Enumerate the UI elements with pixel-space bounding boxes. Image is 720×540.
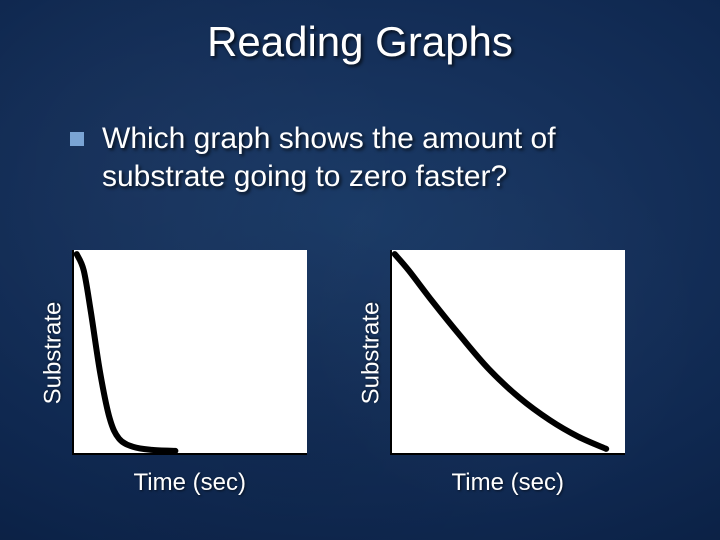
left-chart-ylabel: Substrate bbox=[39, 301, 67, 404]
left-chart-xlabel: Time (sec) bbox=[134, 469, 246, 497]
chart-plot-bg bbox=[390, 250, 625, 455]
chart-plot-bg bbox=[72, 250, 307, 455]
bullet-row: Which graph shows the amount of substrat… bbox=[70, 120, 670, 195]
bullet-square-icon bbox=[70, 132, 84, 146]
right-chart-xlabel: Time (sec) bbox=[452, 469, 564, 497]
slide-title: Reading Graphs bbox=[0, 18, 720, 66]
slide-background: Reading Graphs Which graph shows the amo… bbox=[0, 0, 720, 540]
left-chart bbox=[72, 250, 307, 455]
right-chart bbox=[390, 250, 625, 455]
right-chart-ylabel: Substrate bbox=[357, 301, 385, 404]
bullet-text: Which graph shows the amount of substrat… bbox=[102, 120, 670, 195]
